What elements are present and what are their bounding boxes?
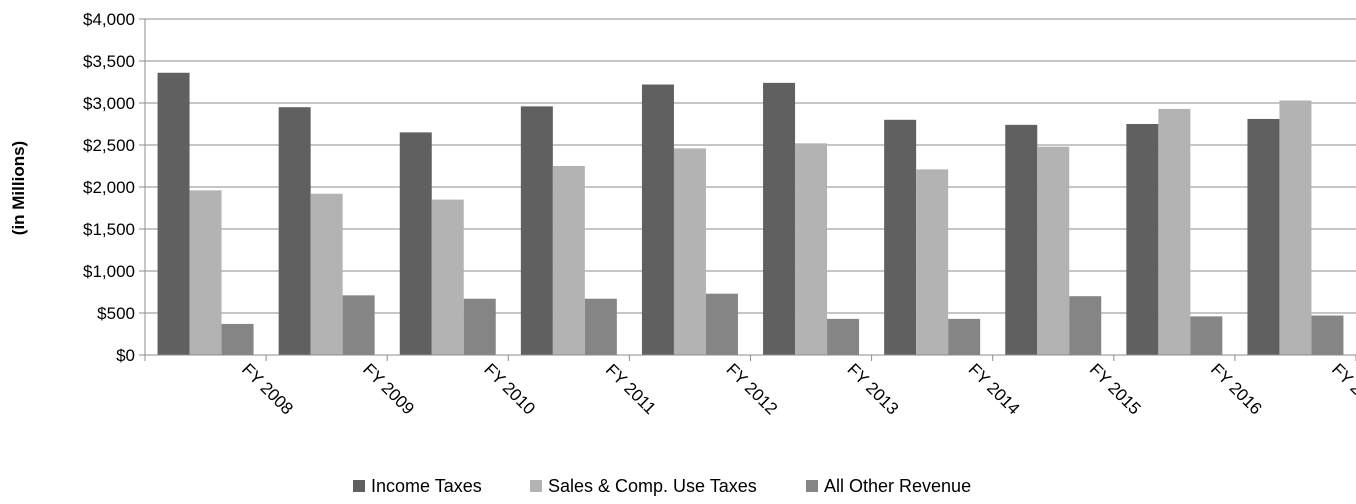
axes [139,18,1356,361]
bar [189,190,222,355]
y-tick-labels: $0 $500 $1,000 $1,500 $2,000 $2,500 $3,000 $3,5… [83,10,135,365]
y-tick-label: $4,000 [83,10,135,29]
bar [278,107,311,355]
x-tick-label: FY 2013 [844,360,903,419]
legend-swatch [530,480,542,492]
y-tick-label: $2,500 [83,136,135,155]
bar [221,323,254,355]
y-tick-label: $1,000 [83,262,135,281]
bars [157,72,1344,356]
bar [1279,100,1312,355]
bar [1247,118,1280,356]
x-tick-label: FY 2010 [480,360,539,419]
bar [157,72,190,355]
x-tick-label: FY 2008 [238,360,297,419]
bar [795,143,828,355]
bar [948,318,981,355]
x-tick-label: FY 2009 [359,360,418,419]
bar [399,132,432,355]
y-axis-title: (in Millions) [9,141,28,235]
bar [431,199,464,355]
bar [1311,315,1344,355]
bar [310,193,343,355]
legend: Income Taxes Sales & Comp. Use Taxes All O… [353,476,971,496]
x-tick-labels: FY 2008 FY 2009 FY 2010 FY 2011 FY 2012 FY 20… [238,360,1356,419]
x-tick-label: FY 2014 [965,360,1024,419]
x-tick-label: FY 2012 [723,360,782,419]
bar [1005,124,1038,355]
bar [552,166,585,355]
y-tick-label: $500 [97,304,135,323]
y-tick-label: $3,000 [83,94,135,113]
x-tick-label: FY 2015 [1086,360,1145,419]
bar [463,298,496,355]
y-tick-label: $1,500 [83,220,135,239]
x-tick-label: FY 2016 [1207,360,1266,419]
y-tick-label: $2,000 [83,178,135,197]
bar [827,318,860,355]
bar [520,106,553,355]
legend-swatch [806,480,818,492]
legend-label: Income Taxes [371,476,482,496]
bar [584,298,617,355]
bar [673,148,706,355]
bar [763,82,796,355]
gridlines [145,18,1356,314]
y-tick-label: $3,500 [83,52,135,71]
legend-label: All Other Revenue [824,476,971,496]
legend-label: Sales & Comp. Use Taxes [548,476,757,496]
bar [1037,146,1070,355]
bar [1190,316,1223,355]
bar [1069,296,1102,355]
x-tick-label: FY 2017 [1328,360,1356,419]
legend-swatch [353,480,365,492]
y-tick-label: $0 [116,346,135,365]
bar [1126,124,1159,355]
bar [705,293,738,355]
bar [641,84,674,356]
bar [884,119,917,355]
x-tick-label: FY 2011 [602,360,660,418]
bar [916,169,949,355]
bar [1158,108,1191,355]
bar [342,295,375,355]
